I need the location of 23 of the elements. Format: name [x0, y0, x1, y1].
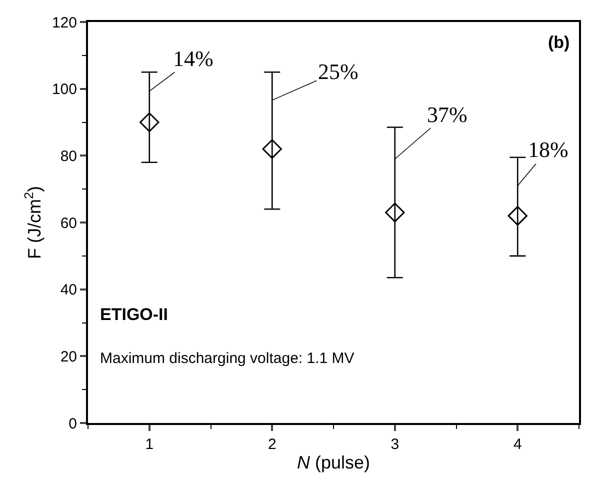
annotation: 25%	[318, 59, 358, 84]
point	[262, 139, 282, 159]
y-tick-label: 100	[52, 81, 77, 98]
x-tick-label: 2	[268, 436, 276, 453]
annotation: 37%	[427, 102, 468, 127]
y-tick-label: 20	[60, 348, 77, 366]
y-tick-label: 40	[60, 282, 77, 299]
annotation: ETIGO-II	[100, 305, 168, 324]
point	[385, 202, 405, 222]
y-tick-label: 80	[60, 148, 77, 165]
x-tick-label: 3	[390, 436, 400, 453]
x-axis-title: N (pulse)	[296, 452, 370, 473]
annotation: (b)	[548, 33, 570, 52]
point	[140, 112, 160, 132]
point	[508, 206, 528, 226]
x-tick-label: 1	[145, 436, 154, 453]
annotation: 14%	[173, 46, 214, 71]
y-tick-label: 60	[60, 214, 77, 232]
annotation: Maximum discharging voltage: 1.1 MV	[100, 350, 354, 367]
annotation: 18%	[528, 137, 568, 162]
y-tick-label: 0	[68, 415, 77, 432]
x-tick-label: 4	[513, 436, 522, 453]
y-tick-label: 120	[52, 14, 77, 32]
